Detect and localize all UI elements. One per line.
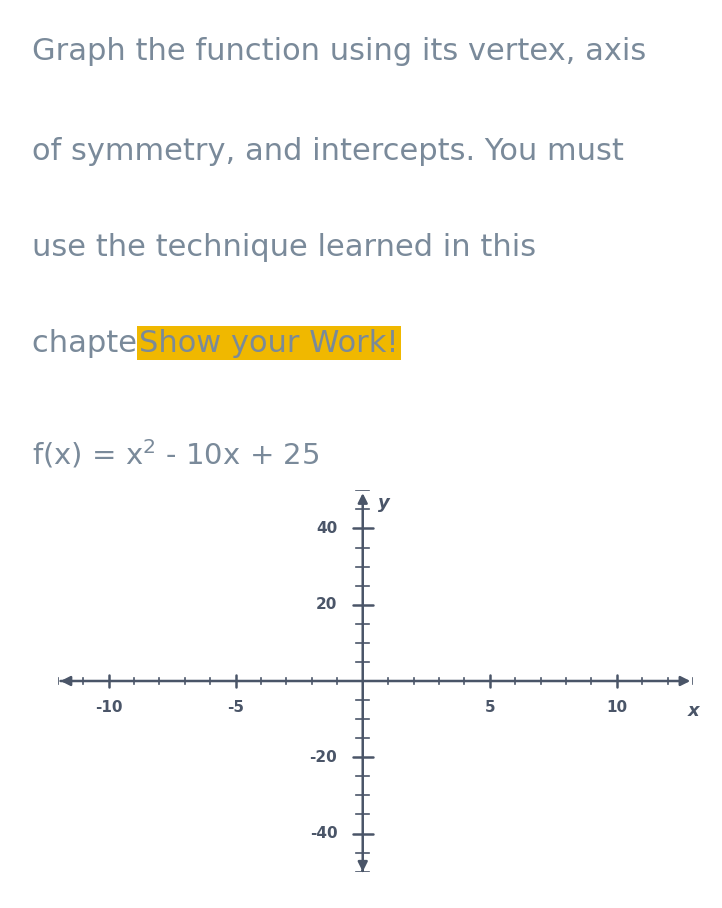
Text: -5: -5 [227, 700, 244, 716]
Text: chapter.: chapter. [32, 329, 167, 358]
Text: x: x [688, 702, 700, 720]
Text: Show your Work!: Show your Work! [139, 329, 399, 358]
Text: f(x) = x$^2$ - 10x + 25: f(x) = x$^2$ - 10x + 25 [32, 438, 319, 470]
Text: of symmetry, and intercepts. You must: of symmetry, and intercepts. You must [32, 137, 625, 166]
Text: Graph the function using its vertex, axis: Graph the function using its vertex, axi… [32, 37, 647, 66]
Text: 5: 5 [484, 700, 495, 716]
Text: -10: -10 [95, 700, 122, 716]
Text: use the technique learned in this: use the technique learned in this [32, 232, 536, 262]
Text: 20: 20 [316, 597, 337, 612]
Text: 40: 40 [316, 521, 337, 536]
Text: -40: -40 [310, 826, 337, 841]
Text: 10: 10 [606, 700, 627, 716]
Text: y: y [378, 494, 390, 512]
Text: -20: -20 [310, 750, 337, 765]
